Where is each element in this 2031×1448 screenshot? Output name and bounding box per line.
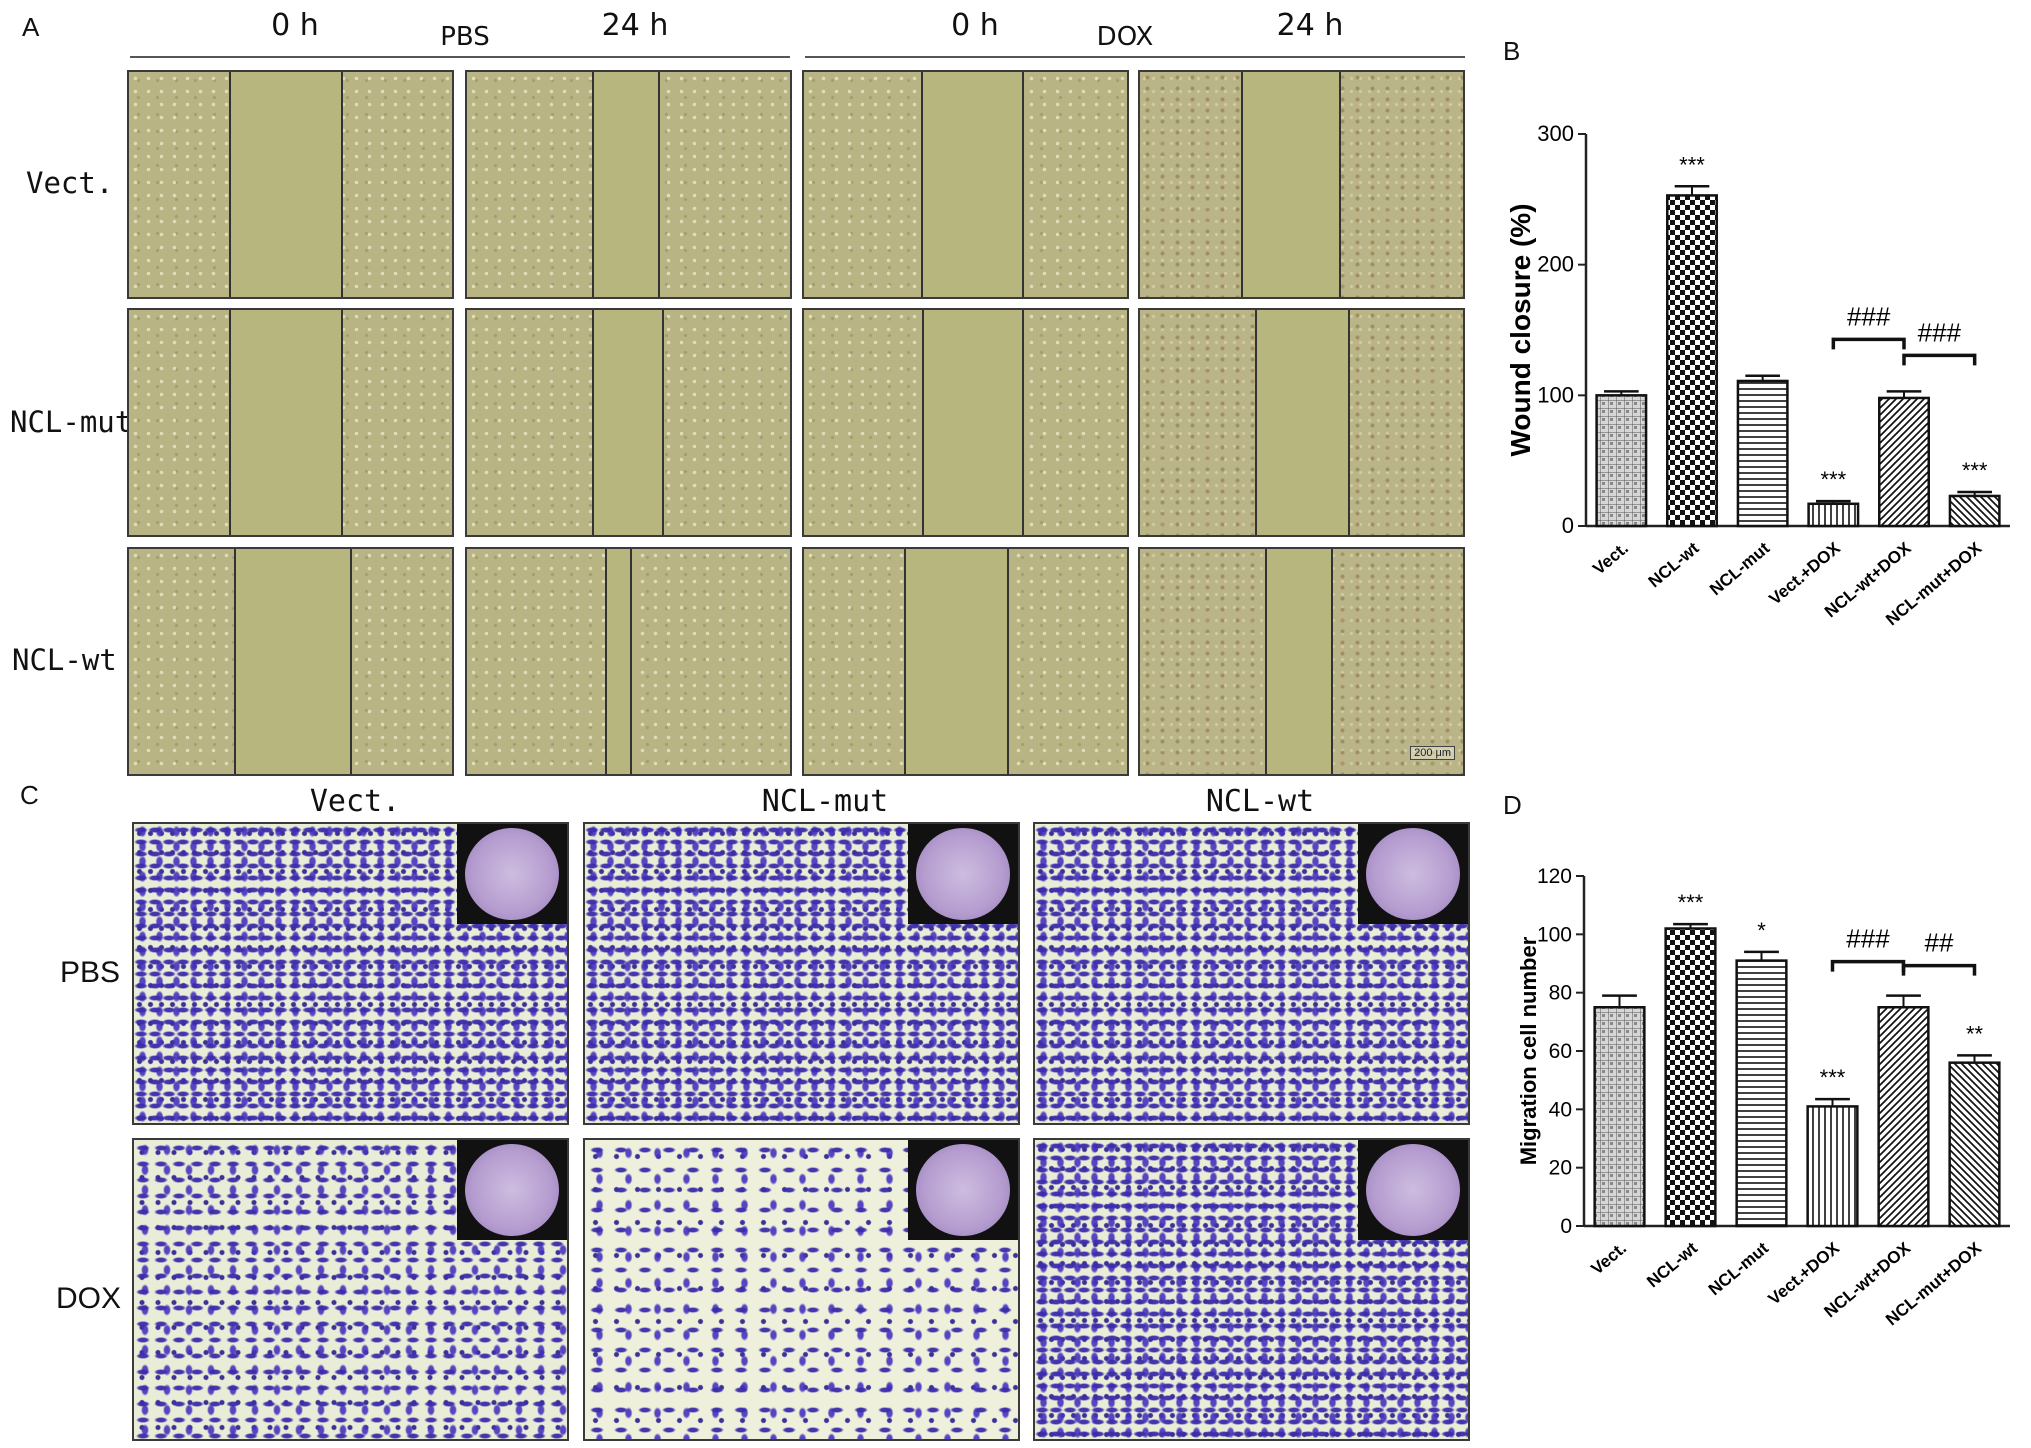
panel-letter-a: A xyxy=(22,12,40,42)
pbs-group-line xyxy=(130,56,790,58)
transwell-image-ncl-wt-pbs xyxy=(1033,822,1470,1125)
col-label-ncl-wt: NCL-wt xyxy=(1205,784,1315,819)
y-tick-label: 60 xyxy=(1549,1040,1572,1063)
scale-bar: 200 μm xyxy=(1410,746,1455,760)
wound-image-ncl-wt-pbs-24h xyxy=(465,547,792,776)
panel-letter-d: D xyxy=(1503,790,1522,820)
comparison-label: ## xyxy=(1925,928,1954,958)
y-tick-label: 20 xyxy=(1549,1157,1572,1180)
col-label-vect: Vect. xyxy=(309,784,401,819)
wound-image-ncl-wt-dox-0h xyxy=(802,547,1129,776)
significance-label: *** xyxy=(1962,458,1988,483)
inset-well-image xyxy=(1358,1140,1468,1240)
x-tick-label: NCL-mut xyxy=(1705,1238,1772,1299)
transwell-image-vect-pbs xyxy=(132,822,569,1125)
transwell-image-ncl-mut-dox xyxy=(583,1138,1020,1441)
significance-label: ** xyxy=(1966,1021,1984,1046)
transwell-image-ncl-mut-pbs xyxy=(583,822,1020,1125)
significance-label: *** xyxy=(1820,1065,1846,1090)
wound-image-vect-dox-0h xyxy=(802,70,1129,299)
chart-b-wound-closure: 0 100 200 300 Wound closure (%) Vect. *** NCL-w… xyxy=(1505,121,2010,629)
comparison-label: ### xyxy=(1918,317,1962,347)
y-tick-label: 40 xyxy=(1549,1098,1572,1121)
comparison-bracket xyxy=(1901,963,1977,976)
wound-image-vect-pbs-24h xyxy=(465,70,792,299)
y-tick-label: 80 xyxy=(1549,982,1572,1005)
significance-label: *** xyxy=(1679,152,1705,177)
x-tick-label: Vect. xyxy=(1587,1239,1630,1279)
bar xyxy=(1807,502,1860,528)
bar xyxy=(1877,1006,1930,1228)
bar xyxy=(1806,1105,1859,1228)
inset-well-image xyxy=(457,1140,567,1240)
comparison-bracket xyxy=(1831,337,1906,350)
time-label-dox-0h: 0 h xyxy=(951,8,999,43)
comparison-label: ### xyxy=(1846,924,1890,954)
significance-label: * xyxy=(1757,918,1766,943)
time-label-dox-24h: 24 h xyxy=(1276,8,1344,43)
bar xyxy=(1664,927,1717,1228)
bar xyxy=(1948,1061,2001,1228)
row-label-dox: DOX xyxy=(56,1282,122,1315)
inset-well-image xyxy=(1358,824,1468,924)
transwell-image-ncl-wt-dox xyxy=(1033,1138,1470,1441)
inset-well-image xyxy=(908,1140,1018,1240)
y-tick-label: 100 xyxy=(1537,382,1574,407)
inset-well-image xyxy=(457,824,567,924)
row-label-pbs: PBS xyxy=(60,956,121,989)
wound-image-ncl-mut-pbs-24h xyxy=(465,308,792,537)
wound-image-ncl-mut-dox-0h xyxy=(802,308,1129,537)
time-label-pbs-0h: 0 h xyxy=(271,8,319,43)
group-label-dox: DOX xyxy=(1096,22,1154,52)
x-tick-label: NCL-wt xyxy=(1645,538,1703,591)
chart-d-migration: 0 20 40 60 80 100 120 Migration cell number Vect… xyxy=(1516,865,2010,1329)
row-label-ncl-wt: NCL-wt xyxy=(12,643,117,677)
row-label-ncl-mut: NCL-mut xyxy=(10,405,133,439)
y-axis-title: Migration cell number xyxy=(1516,936,1541,1165)
panel-letter-b: B xyxy=(1503,36,1521,66)
comparison-label: ### xyxy=(1847,301,1891,331)
transwell-image-vect-dox xyxy=(132,1138,569,1441)
wound-image-ncl-mut-pbs-0h xyxy=(127,308,454,537)
y-tick-label: 0 xyxy=(1560,1215,1572,1238)
time-label-pbs-24h: 24 h xyxy=(601,8,669,43)
wound-image-vect-dox-24h xyxy=(1138,70,1465,299)
y-axis-title: Wound closure (%) xyxy=(1505,203,1536,456)
bar xyxy=(1593,1006,1646,1228)
wound-image-ncl-mut-dox-24h xyxy=(1138,308,1465,537)
significance-label: *** xyxy=(1678,890,1704,915)
panel-letter-c: C xyxy=(20,780,39,810)
wound-image-ncl-wt-pbs-0h xyxy=(127,547,454,776)
wound-image-vect-pbs-0h xyxy=(127,70,454,299)
y-tick-label: 200 xyxy=(1537,252,1574,277)
group-label-pbs: PBS xyxy=(440,22,490,52)
row-label-vect: Vect. xyxy=(26,166,114,200)
col-label-ncl-mut: NCL-mut xyxy=(761,784,889,819)
comparison-bracket xyxy=(1830,959,1906,972)
y-tick-label: 300 xyxy=(1537,121,1574,146)
y-tick-label: 120 xyxy=(1537,865,1572,888)
bar xyxy=(1878,396,1930,528)
y-tick-label: 100 xyxy=(1537,923,1572,946)
y-tick-label: 0 xyxy=(1562,513,1574,538)
significance-label: *** xyxy=(1820,467,1846,492)
bar xyxy=(1948,494,2001,528)
inset-well-image xyxy=(908,824,1018,924)
dox-group-line xyxy=(805,56,1465,58)
bar xyxy=(1595,394,1648,528)
x-tick-label: NCL-mut xyxy=(1706,538,1773,599)
wound-image-ncl-wt-dox-24h: 200 μm xyxy=(1138,547,1465,776)
bar xyxy=(1666,194,1718,528)
bar xyxy=(1735,959,1788,1228)
x-tick-label: Vect. xyxy=(1589,539,1632,579)
comparison-bracket xyxy=(1902,353,1977,366)
bar xyxy=(1736,379,1789,528)
x-tick-label: NCL-wt xyxy=(1643,1238,1701,1291)
